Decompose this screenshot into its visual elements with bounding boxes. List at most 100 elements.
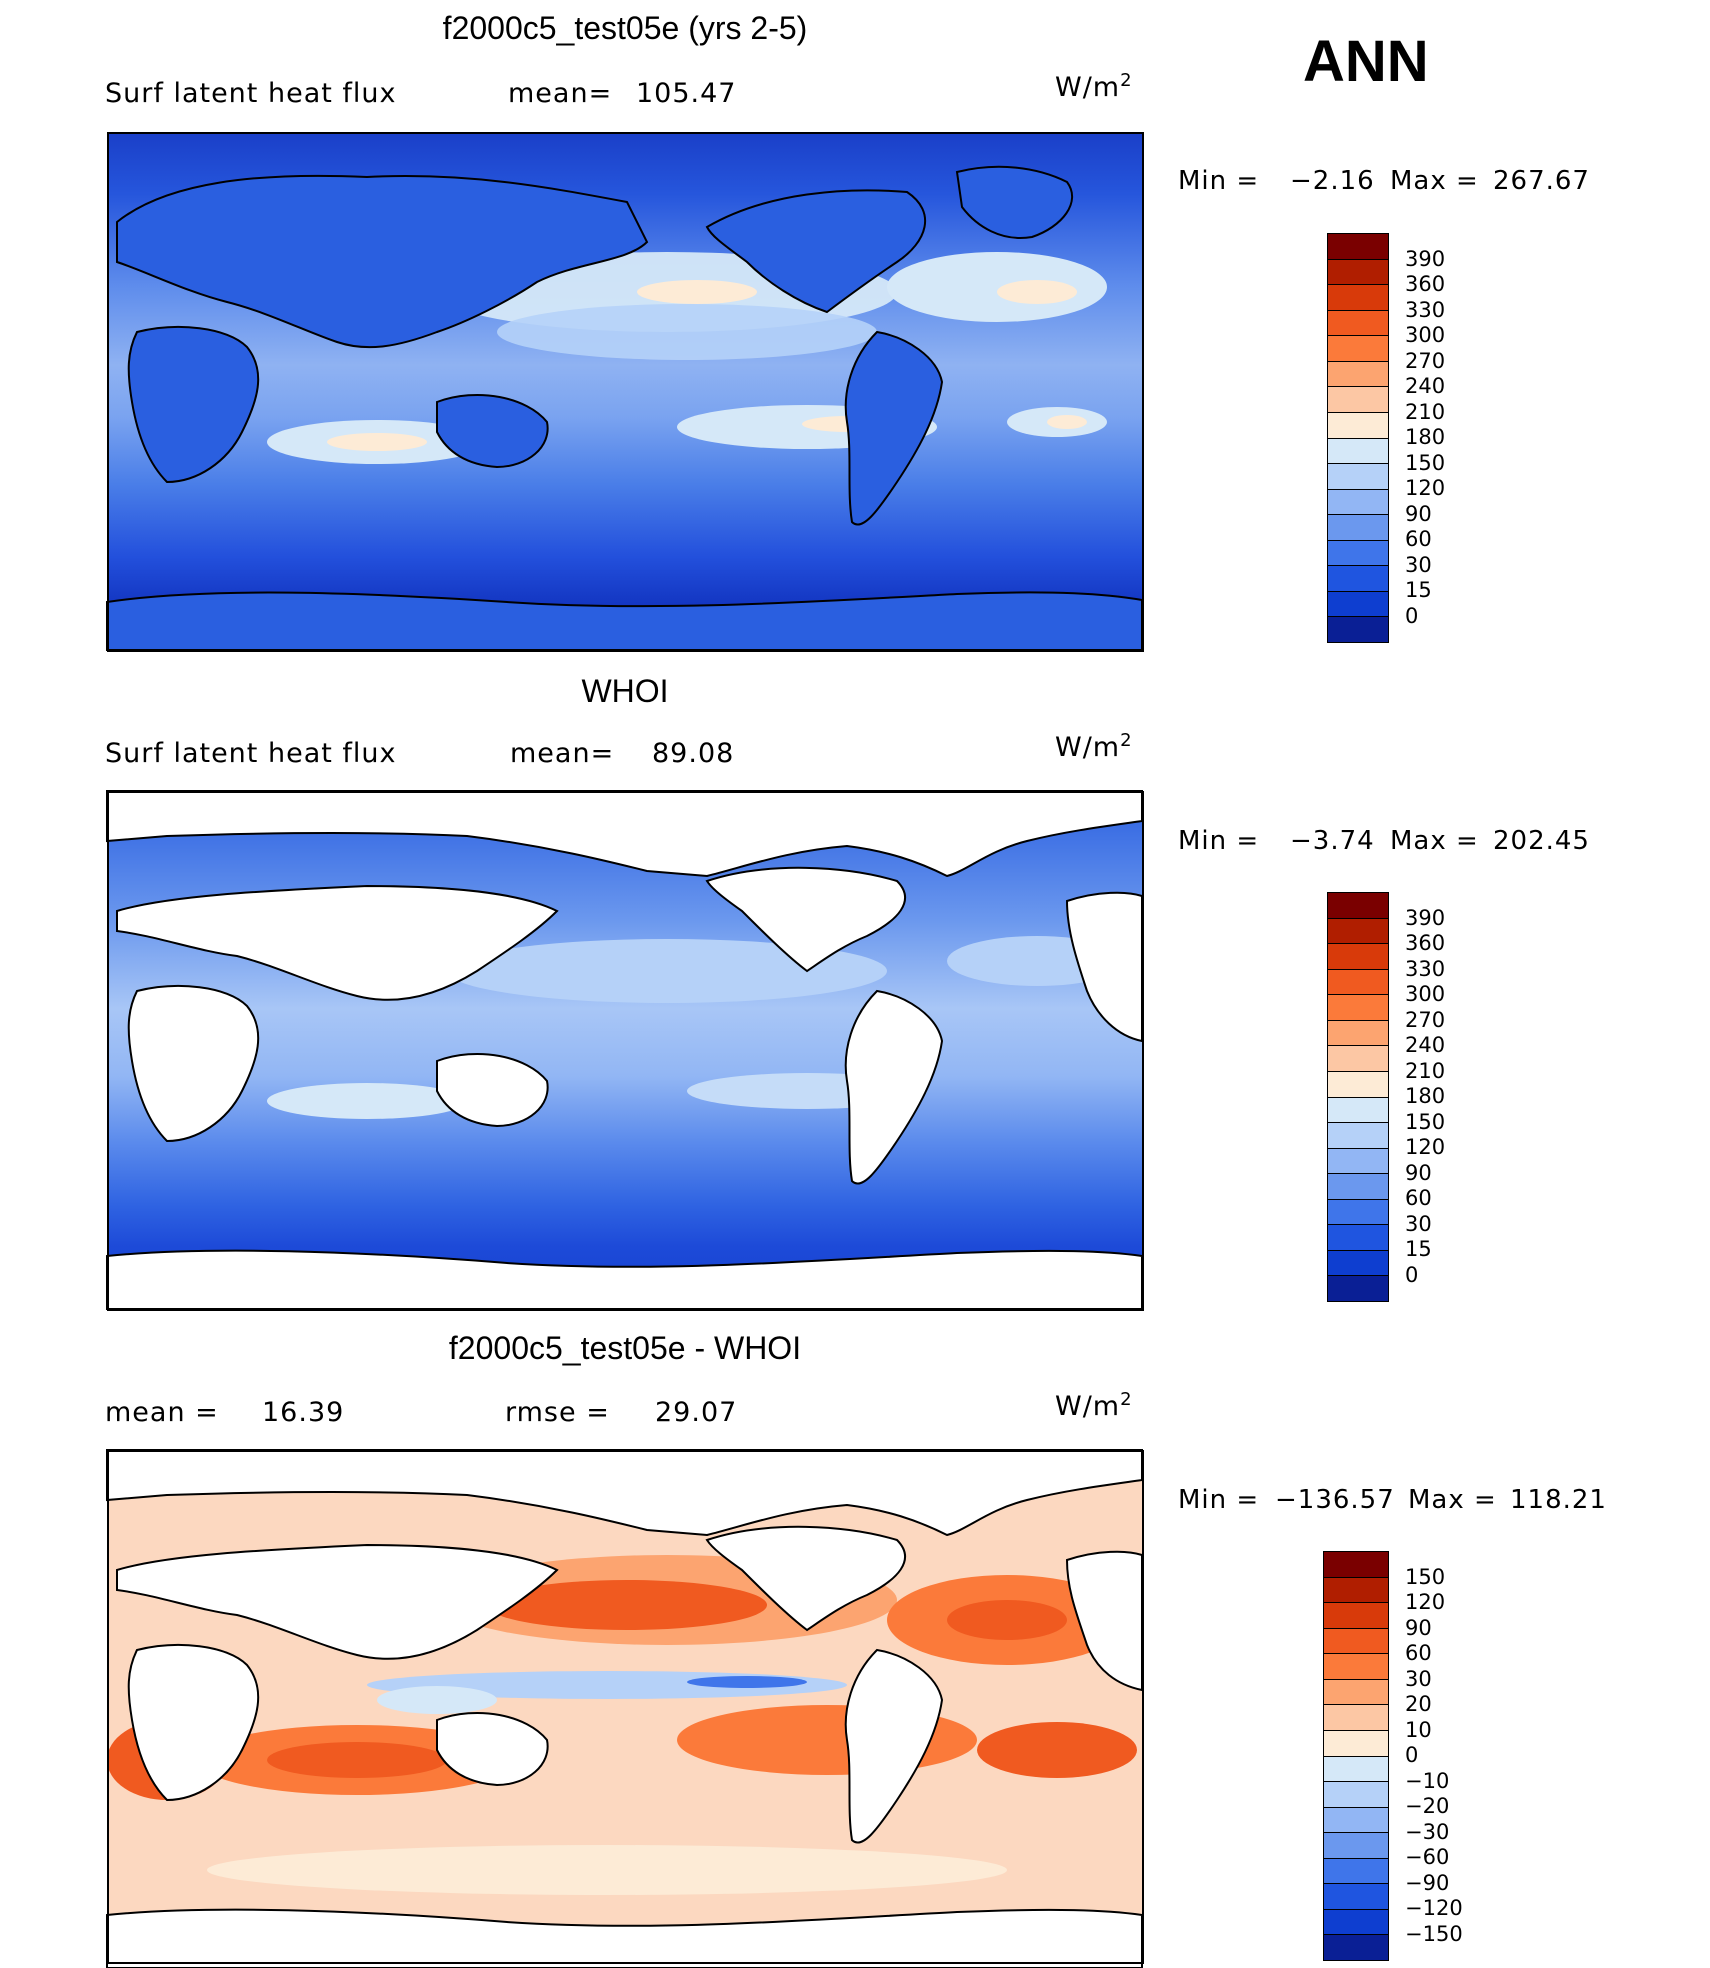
variable-label: Surf latent heat flux xyxy=(105,78,397,109)
max-label: Max = xyxy=(1390,166,1479,196)
colorbar-swatch xyxy=(1328,944,1388,970)
colorbar-tick-label: 300 xyxy=(1405,323,1446,347)
season-label: ANN xyxy=(1303,29,1429,94)
colorbar-tick-label: 120 xyxy=(1405,1590,1446,1614)
colorbar-swatch xyxy=(1324,1833,1388,1859)
colorbar-tick-label: 150 xyxy=(1405,450,1446,475)
colorbar-tick-label: 120 xyxy=(1405,1135,1446,1159)
colorbar-tick-label: 240 xyxy=(1405,1033,1446,1057)
colorbar-swatch xyxy=(1324,1628,1388,1655)
min-value: −2.16 xyxy=(1290,166,1375,196)
min-label: Min = xyxy=(1178,166,1260,196)
colorbar-tick-label: 15 xyxy=(1405,578,1432,602)
colorbar-tick-label: 120 xyxy=(1405,476,1446,500)
colorbar-swatch xyxy=(1328,489,1388,516)
colorbar-swatch xyxy=(1328,259,1388,286)
colorbar-swatch xyxy=(1328,464,1388,490)
colorbar-tick-label: 30 xyxy=(1405,1666,1432,1691)
colorbar-model xyxy=(1327,233,1389,643)
colorbar-tick-label: 390 xyxy=(1405,246,1446,271)
colorbar-tick-label: −20 xyxy=(1405,1794,1450,1818)
colorbar-swatch xyxy=(1328,995,1388,1021)
map-frame xyxy=(107,132,1144,652)
colorbar-swatch xyxy=(1328,969,1388,996)
mean-label: mean= xyxy=(510,738,615,769)
colorbar-swatch xyxy=(1324,1730,1388,1757)
colorbar-tick-label: 390 xyxy=(1405,905,1446,930)
max-value: 267.67 xyxy=(1493,166,1590,196)
colorbar-swatch xyxy=(1328,1199,1388,1226)
colorbar-tick-label: 90 xyxy=(1405,501,1432,526)
colorbar-tick-label: 90 xyxy=(1405,1615,1432,1640)
colorbar-swatch xyxy=(1328,234,1388,260)
mean-value: 89.08 xyxy=(652,738,735,769)
colorbar-tick-label: 270 xyxy=(1405,348,1446,373)
rmse-label: rmse = xyxy=(505,1397,610,1428)
colorbar-swatch xyxy=(1328,336,1388,362)
colorbar-swatch xyxy=(1328,918,1388,945)
colorbar-swatch xyxy=(1328,310,1388,337)
colorbar-tick-label: 90 xyxy=(1405,1160,1432,1185)
colorbar-tick-label: 300 xyxy=(1405,982,1446,1006)
colorbar-tick-label: 150 xyxy=(1405,1109,1446,1134)
colorbar-swatch xyxy=(1328,1046,1388,1072)
colorbar-swatch xyxy=(1324,1807,1388,1834)
colorbar-swatch xyxy=(1324,1909,1388,1936)
colorbar-tick-label: 330 xyxy=(1405,956,1446,981)
colorbar-swatch xyxy=(1328,438,1388,465)
map-model xyxy=(106,132,1143,651)
colorbar-swatch xyxy=(1328,515,1388,541)
colorbar-tick-label: 180 xyxy=(1405,1084,1446,1108)
min-label: Min = xyxy=(1178,1485,1260,1515)
colorbar-swatch xyxy=(1328,591,1388,618)
variable-label: Surf latent heat flux xyxy=(105,738,397,769)
colorbar-diff xyxy=(1323,1551,1389,1961)
colorbar-tick-label: −120 xyxy=(1405,1896,1463,1920)
colorbar-tick-label: 0 xyxy=(1405,1743,1419,1767)
colorbar-swatch xyxy=(1324,1679,1388,1706)
colorbar-swatch xyxy=(1328,285,1388,311)
colorbar-swatch xyxy=(1324,1858,1388,1885)
map-frame xyxy=(107,791,1144,1311)
units-label: W/m2 xyxy=(1055,70,1133,103)
colorbar-tick-label: 30 xyxy=(1405,1211,1432,1236)
colorbar-tick-label: 360 xyxy=(1405,272,1446,296)
mean-label: mean= xyxy=(508,78,613,109)
panel-title: WHOI xyxy=(581,673,669,709)
max-value: 118.21 xyxy=(1510,1485,1607,1515)
panel-title: f2000c5_test05e - WHOI xyxy=(448,1330,802,1366)
units-label: W/m2 xyxy=(1055,730,1133,763)
min-value: −3.74 xyxy=(1290,826,1375,856)
colorbar-tick-label: 60 xyxy=(1405,1641,1432,1665)
max-label: Max = xyxy=(1390,826,1479,856)
colorbar-swatch xyxy=(1324,1654,1388,1680)
colorbar-tick-label: −150 xyxy=(1405,1921,1463,1946)
mean-value: 16.39 xyxy=(262,1397,345,1428)
max-value: 202.45 xyxy=(1493,826,1590,856)
colorbar-swatch xyxy=(1324,1577,1388,1604)
colorbar-tick-label: 180 xyxy=(1405,425,1446,449)
colorbar-swatch xyxy=(1324,1603,1388,1629)
colorbar-tick-label: −30 xyxy=(1405,1819,1450,1844)
colorbar-swatch xyxy=(1324,1705,1388,1731)
colorbar-tick-label: 240 xyxy=(1405,374,1446,398)
colorbar-swatch xyxy=(1324,1935,1388,1960)
colorbar-tick-label: 360 xyxy=(1405,931,1446,955)
colorbar-swatch xyxy=(1328,540,1388,567)
colorbar-swatch xyxy=(1328,1174,1388,1200)
colorbar-tick-label: 10 xyxy=(1405,1717,1432,1742)
colorbar-obs xyxy=(1327,892,1389,1302)
min-value: −136.57 xyxy=(1275,1485,1395,1515)
colorbar-swatch xyxy=(1328,1225,1388,1251)
colorbar-swatch xyxy=(1328,1071,1388,1098)
colorbar-swatch xyxy=(1328,1250,1388,1277)
colorbar-tick-label: 15 xyxy=(1405,1237,1432,1261)
colorbar-tick-label: 330 xyxy=(1405,297,1446,322)
min-label: Min = xyxy=(1178,826,1260,856)
colorbar-tick-label: 270 xyxy=(1405,1007,1446,1032)
map-diff xyxy=(106,1449,1143,1968)
colorbar-swatch xyxy=(1324,1756,1388,1783)
mean-label: mean = xyxy=(105,1397,219,1428)
colorbar-swatch xyxy=(1324,1884,1388,1910)
colorbar-tick-label: 30 xyxy=(1405,552,1432,577)
